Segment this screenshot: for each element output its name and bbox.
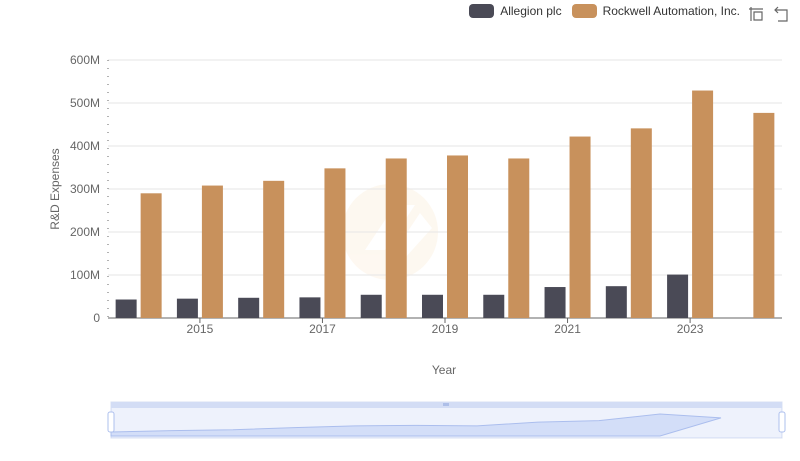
legend-label-rockwell: Rockwell Automation, Inc.: [602, 4, 740, 18]
legend-swatch-allegion: [469, 4, 495, 18]
y-tick-label: 0: [93, 311, 100, 325]
x-axis: 2015 2017 2019 2021 2023: [108, 317, 782, 336]
bar-rockwell: [630, 128, 652, 318]
zoom-handle-left[interactable]: [107, 411, 115, 433]
bar-rockwell: [324, 168, 346, 318]
y-tick-label: 300M: [70, 182, 100, 196]
bar-rockwell: [508, 158, 530, 318]
bar-rockwell: [385, 158, 407, 318]
y-tick-label: 600M: [70, 53, 100, 67]
zoom-handle-right[interactable]: [778, 411, 786, 433]
bar-allegion: [483, 294, 505, 318]
restore-icon[interactable]: [774, 6, 790, 22]
bar-rockwell: [263, 180, 285, 318]
x-tick-label: 2017: [309, 322, 336, 336]
bar-rockwell: [753, 112, 775, 318]
bar-rockwell: [201, 185, 223, 318]
bar-allegion: [176, 298, 198, 318]
bar-allegion: [605, 286, 627, 318]
bar-allegion: [360, 294, 382, 318]
legend-label-allegion: Allegion plc: [500, 4, 562, 18]
y-axis: 0 100M 200M 300M 400M 500M 600M: [70, 53, 109, 325]
zoom-grip[interactable]: [443, 403, 449, 406]
legend-item-allegion[interactable]: Allegion plc: [469, 4, 562, 18]
bar-rockwell: [140, 193, 162, 318]
x-tick-label: 2023: [677, 322, 704, 336]
legend-swatch-rockwell: [571, 4, 597, 18]
bar-rockwell: [447, 155, 468, 318]
y-axis-label: R&D Expenses: [48, 148, 62, 229]
y-tick-label: 400M: [70, 139, 100, 153]
bar-allegion: [544, 287, 566, 318]
bar-allegion: [299, 297, 321, 318]
bar-allegion: [115, 299, 137, 318]
bar-rockwell: [692, 90, 714, 318]
zoom-preview-area: [110, 413, 722, 437]
zoom-icon[interactable]: [748, 6, 764, 22]
bars: [115, 90, 775, 318]
y-tick-label: 100M: [70, 268, 100, 282]
y-tick-label: 500M: [70, 96, 100, 110]
x-tick-label: 2015: [187, 322, 214, 336]
bar-allegion: [238, 297, 260, 318]
y-tick-label: 200M: [70, 225, 100, 239]
x-axis-label: Year: [432, 363, 456, 377]
legend: Allegion plc Rockwell Automation, Inc.: [469, 4, 740, 18]
bar-rockwell: [569, 136, 591, 318]
x-tick-label: 2021: [554, 322, 581, 336]
x-tick-label: 2019: [432, 322, 459, 336]
legend-item-rockwell[interactable]: Rockwell Automation, Inc.: [571, 4, 740, 18]
data-zoom-slider[interactable]: [107, 401, 786, 439]
bar-allegion: [422, 294, 443, 318]
bar-allegion: [667, 274, 689, 318]
